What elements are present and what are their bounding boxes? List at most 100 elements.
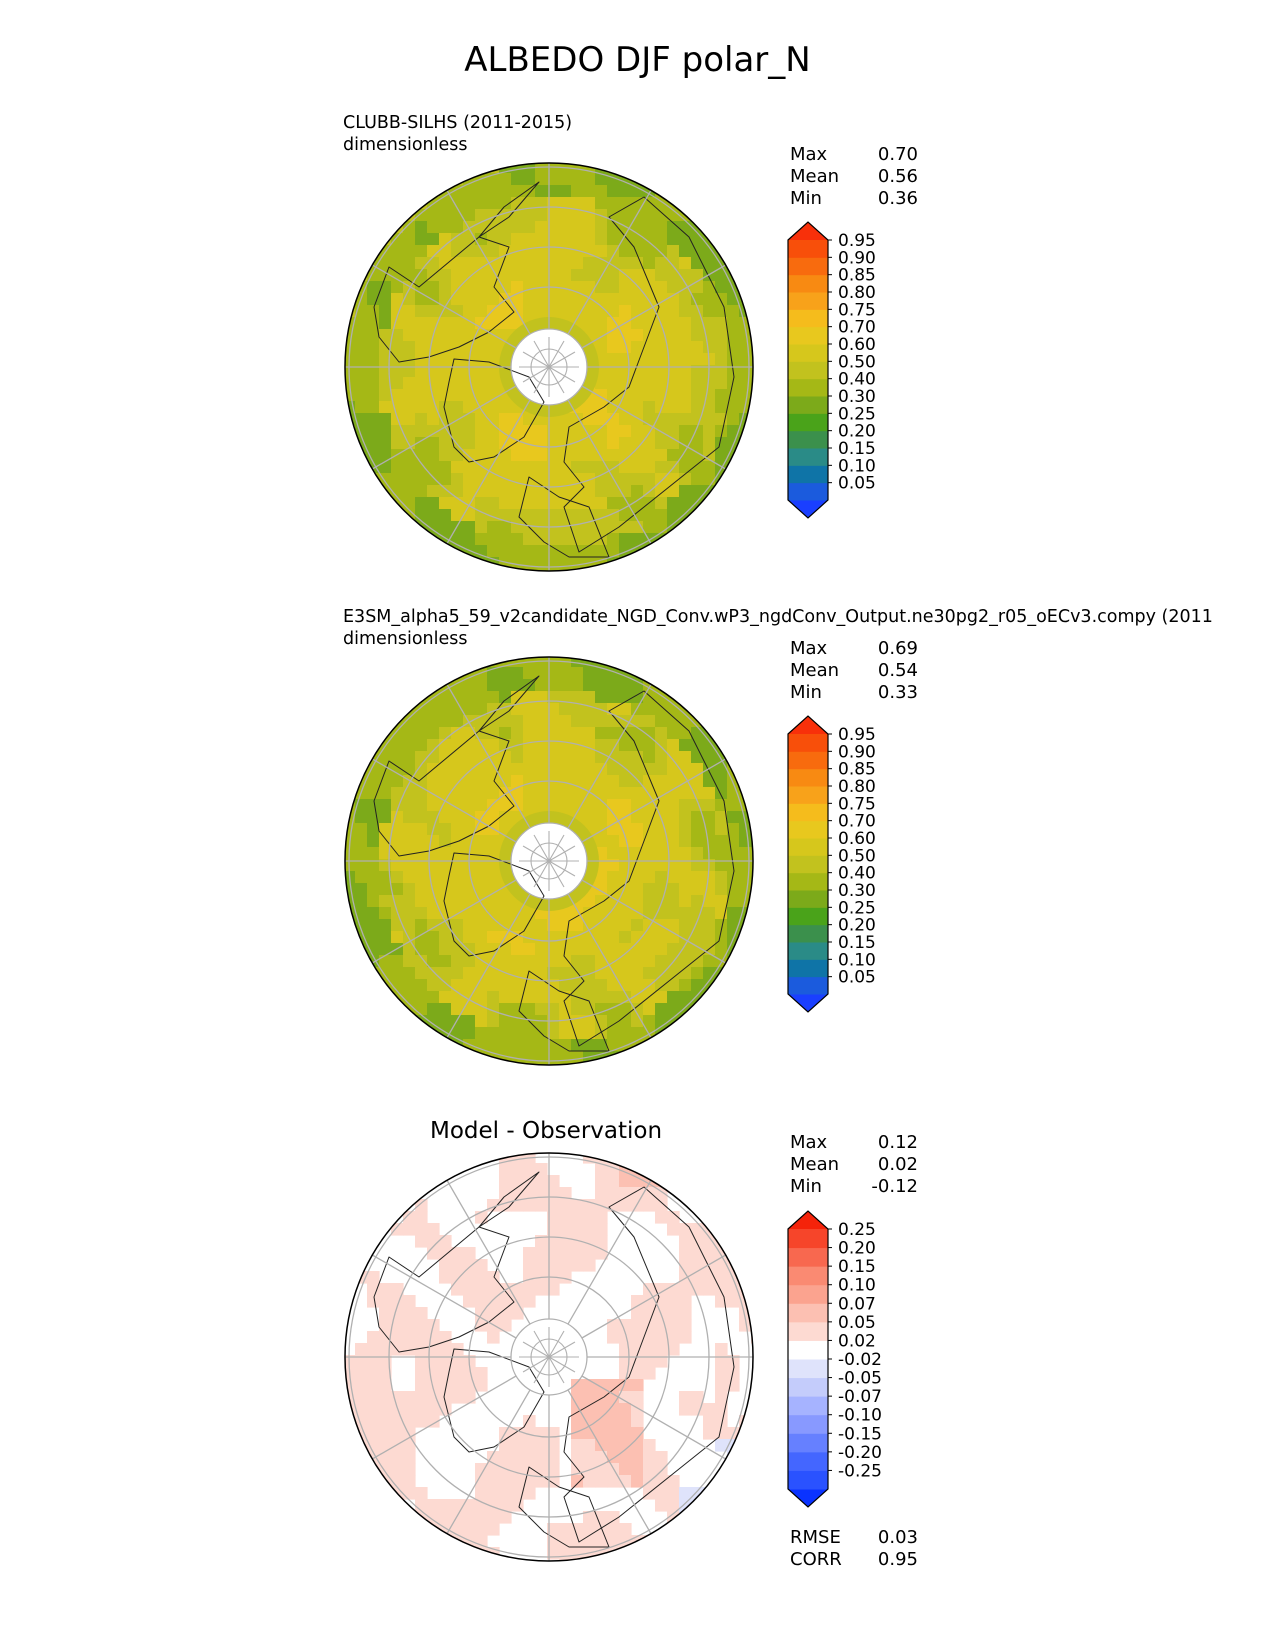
field-cell bbox=[667, 847, 680, 860]
field-cell bbox=[571, 233, 584, 246]
colorbar-tick-label: 0.05 bbox=[838, 1313, 876, 1333]
field-cell bbox=[547, 1535, 560, 1548]
canada-outline bbox=[373, 1226, 515, 1353]
field-cell bbox=[547, 763, 560, 776]
field-cell bbox=[547, 1199, 560, 1212]
field-cell bbox=[631, 1003, 644, 1016]
field-cell bbox=[583, 691, 596, 704]
colorbar-segment bbox=[788, 465, 828, 484]
field-cell bbox=[571, 955, 584, 968]
field-cell bbox=[439, 353, 452, 366]
field-cell bbox=[379, 473, 392, 486]
field-cell bbox=[535, 425, 548, 438]
field-cell bbox=[643, 317, 656, 330]
field-cell bbox=[547, 163, 560, 174]
field-cell bbox=[739, 1271, 752, 1284]
field-cell bbox=[631, 533, 644, 546]
field-cell bbox=[643, 245, 656, 258]
panel2-colorbar: 0.050.100.150.200.250.300.400.500.600.70… bbox=[787, 715, 876, 1013]
field-cell bbox=[619, 329, 632, 342]
field-cell bbox=[595, 569, 608, 571]
field-cell bbox=[619, 1003, 632, 1016]
field-cell bbox=[583, 317, 596, 330]
field-cell bbox=[667, 943, 680, 956]
field-cell bbox=[451, 1391, 464, 1404]
colorbar-tick-label: -0.10 bbox=[838, 1406, 882, 1426]
field-cell bbox=[499, 305, 512, 318]
field-cell bbox=[463, 727, 476, 740]
field-cell bbox=[571, 799, 584, 812]
field-cell bbox=[655, 1535, 668, 1548]
field-cell bbox=[439, 1015, 452, 1028]
field-cell bbox=[727, 1463, 740, 1476]
field-cell bbox=[439, 509, 452, 522]
field-cell bbox=[379, 1391, 392, 1404]
field-cell bbox=[511, 1307, 524, 1320]
field-cell bbox=[451, 1547, 464, 1560]
field-cell bbox=[415, 811, 428, 824]
colorbar-segment bbox=[788, 257, 828, 276]
colorbar-segment bbox=[788, 907, 828, 926]
field-cell bbox=[475, 425, 488, 438]
field-cell bbox=[427, 739, 440, 752]
field-cell bbox=[535, 657, 548, 668]
field-cell bbox=[619, 1063, 632, 1065]
field-cell bbox=[583, 751, 596, 764]
field-cell bbox=[559, 799, 572, 812]
field-cell bbox=[475, 305, 488, 318]
field-cell bbox=[415, 329, 428, 342]
field-cell bbox=[463, 545, 476, 558]
field-cell bbox=[523, 245, 536, 258]
field-cell bbox=[679, 811, 692, 824]
field-cell bbox=[715, 389, 728, 402]
field-cell bbox=[487, 1283, 500, 1296]
panel2-min: Min 0.33 bbox=[790, 682, 918, 704]
field-cell bbox=[691, 739, 704, 752]
field-cell bbox=[487, 425, 500, 438]
field-cell bbox=[547, 1259, 560, 1272]
panel1-units: dimensionless bbox=[343, 135, 468, 155]
field-cell bbox=[475, 353, 488, 366]
field-cell bbox=[619, 473, 632, 486]
field-cell bbox=[583, 1523, 596, 1536]
field-cell bbox=[691, 269, 704, 282]
polar-grid-spoke bbox=[533, 340, 550, 368]
field-cell bbox=[583, 907, 596, 920]
field-cell bbox=[619, 943, 632, 956]
field-cell bbox=[559, 185, 572, 198]
field-cell bbox=[607, 245, 620, 258]
field-cell bbox=[523, 197, 536, 210]
field-cell bbox=[607, 569, 620, 571]
field-cell bbox=[439, 1271, 452, 1284]
field-cell bbox=[751, 931, 753, 944]
field-cell bbox=[475, 991, 488, 1004]
field-cell bbox=[643, 883, 656, 896]
field-cell bbox=[583, 485, 596, 498]
field-cell bbox=[691, 931, 704, 944]
field-cell bbox=[619, 1463, 632, 1476]
field-cell bbox=[499, 269, 512, 282]
field-cell bbox=[703, 305, 716, 318]
field-cell bbox=[379, 341, 392, 354]
field-cell bbox=[463, 233, 476, 246]
meridian-line bbox=[443, 184, 531, 335]
field-cell bbox=[571, 727, 584, 740]
field-cell bbox=[451, 221, 464, 234]
field-cell bbox=[607, 521, 620, 534]
field-cell bbox=[607, 281, 620, 294]
field-cell bbox=[583, 1475, 596, 1488]
field-cell bbox=[679, 221, 692, 234]
field-cell bbox=[523, 1427, 536, 1440]
field-cell bbox=[607, 859, 620, 872]
colorbar-tick-label: -0.15 bbox=[838, 1424, 882, 1444]
field-cell bbox=[391, 389, 404, 402]
field-cell bbox=[403, 895, 416, 908]
field-cell bbox=[595, 1535, 608, 1548]
field-cell bbox=[535, 449, 548, 462]
field-cell bbox=[667, 787, 680, 800]
field-cell bbox=[427, 521, 440, 534]
field-cell bbox=[571, 485, 584, 498]
field-cell bbox=[463, 401, 476, 414]
field-cell bbox=[427, 509, 440, 522]
field-cell bbox=[511, 1063, 524, 1065]
